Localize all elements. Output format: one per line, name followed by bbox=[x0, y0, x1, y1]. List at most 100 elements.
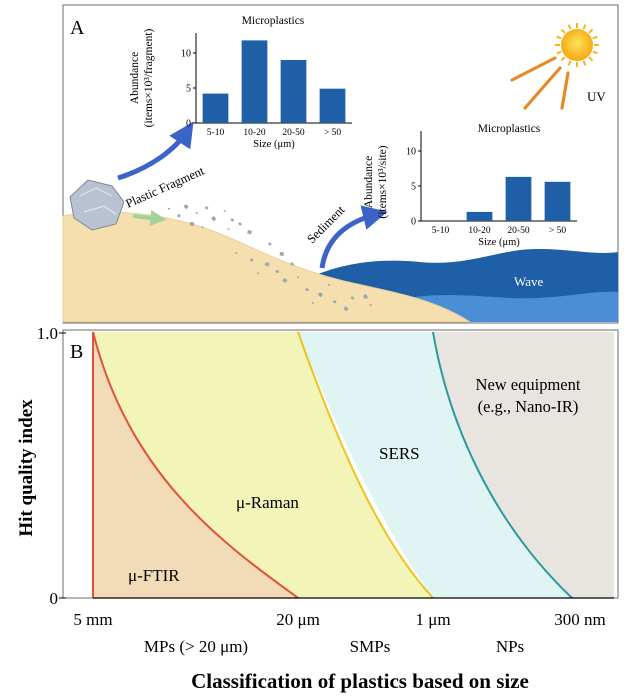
ftir-boundary-line bbox=[92, 331, 299, 599]
particle bbox=[204, 205, 209, 210]
label-sers: SERS bbox=[379, 444, 420, 463]
inset-x-tick-label: 5-10 bbox=[432, 226, 450, 236]
particle bbox=[275, 270, 279, 273]
inset-y-axis-label: Abundance bbox=[129, 52, 141, 104]
sun-icon bbox=[555, 23, 599, 67]
x-tick-20um: 20 μm bbox=[276, 610, 320, 629]
particle bbox=[256, 272, 260, 275]
particle bbox=[227, 228, 230, 231]
particle bbox=[264, 262, 270, 267]
particle bbox=[223, 210, 226, 213]
inset-x-tick-label: 20-50 bbox=[507, 226, 529, 236]
plastic-fragment-icon bbox=[69, 179, 125, 231]
inset-y-tick-label: 0 bbox=[186, 119, 191, 130]
inset-y-axis-label-units: (items×10³/site) bbox=[377, 145, 389, 218]
particle bbox=[177, 214, 181, 218]
particle bbox=[279, 252, 284, 256]
particle bbox=[183, 204, 189, 210]
particle bbox=[282, 278, 288, 284]
inset-bar bbox=[280, 60, 307, 123]
particle bbox=[230, 217, 235, 222]
fragment-texture bbox=[79, 187, 117, 215]
particle bbox=[201, 226, 204, 229]
particle bbox=[268, 242, 272, 246]
x-tick-300nm: 300 nm bbox=[554, 610, 605, 629]
sand-beach bbox=[62, 211, 472, 323]
inset-bar bbox=[505, 176, 532, 221]
inset-y-axis-label-units: (items×10³/fragment) bbox=[143, 28, 155, 127]
label-new-equipment: New equipment bbox=[476, 375, 581, 394]
inset-chart-fragment: 0 5 10 5-10 10-20 20-50 > 50 Size (μm) Microplas… bbox=[129, 15, 352, 150]
inset-y-tick-label: 5 bbox=[186, 84, 191, 95]
inset-y-tick-label: 10 bbox=[181, 49, 191, 60]
x-tick-1um: 1 μm bbox=[415, 610, 450, 629]
particle bbox=[350, 295, 355, 300]
category-mps: MPs (> 20 μm) bbox=[144, 637, 248, 656]
inset-bar bbox=[241, 40, 268, 123]
particle bbox=[189, 222, 194, 226]
inset-x-tick-label: 10-20 bbox=[468, 226, 490, 236]
particle bbox=[247, 230, 252, 235]
panel-a: A Plastic Fragment Sediment Wave UV 0510… bbox=[62, 4, 619, 324]
region-sers bbox=[298, 332, 572, 598]
particles bbox=[168, 204, 372, 312]
sers-boundary-line bbox=[432, 331, 573, 599]
inset-title: Microplastics bbox=[478, 123, 541, 135]
raman-boundary-line bbox=[297, 331, 434, 599]
particle bbox=[311, 302, 314, 304]
label-raman: μ-Raman bbox=[236, 493, 299, 512]
inset-y-tick-label: 5 bbox=[411, 182, 416, 193]
fragment-arrow-icon bbox=[117, 121, 194, 181]
region-raman bbox=[93, 332, 433, 598]
inset-y-tick-label: 0 bbox=[411, 217, 416, 228]
uv-rays-icon bbox=[510, 56, 570, 110]
category-smps: SMPs bbox=[350, 637, 391, 656]
inset-x-axis-label: Size (μm) bbox=[253, 139, 295, 150]
inset-y-axis-label: Abundance bbox=[363, 156, 375, 208]
inset-bar bbox=[544, 181, 571, 221]
particle bbox=[249, 258, 254, 262]
inset-x-tick-label: 5-10 bbox=[207, 128, 225, 138]
particle bbox=[195, 212, 198, 214]
region-ftir bbox=[93, 332, 298, 598]
panel-a-label: A bbox=[70, 17, 85, 39]
inset-bar bbox=[466, 211, 493, 221]
particle bbox=[168, 208, 170, 210]
wave-label: Wave bbox=[514, 274, 543, 289]
inset-x-tick-label: > 50 bbox=[549, 226, 566, 236]
particle bbox=[327, 284, 330, 286]
green-arrow-icon bbox=[132, 209, 167, 226]
particle bbox=[332, 300, 337, 304]
label-ftir: μ-FTIR bbox=[128, 566, 180, 585]
particle bbox=[238, 222, 242, 226]
inset-bar bbox=[202, 93, 229, 123]
label-new-equipment-example: (e.g., Nano-IR) bbox=[478, 397, 579, 416]
particle bbox=[317, 292, 324, 298]
particle bbox=[296, 276, 300, 279]
x-tick-5mm: 5 mm bbox=[73, 610, 112, 629]
y-tick-top: 1.0 bbox=[37, 324, 58, 343]
category-nps: NPs bbox=[496, 637, 524, 656]
inset-x-tick-label: 20-50 bbox=[282, 128, 304, 138]
panel-b: B μ-FTIR μ-Raman SERS New equipment (e.g… bbox=[16, 324, 619, 693]
particle bbox=[305, 288, 309, 292]
panel-b-label: B bbox=[70, 341, 83, 363]
particle bbox=[235, 252, 238, 255]
particle bbox=[290, 262, 295, 266]
uv-label: UV bbox=[587, 89, 606, 104]
particle bbox=[343, 306, 349, 312]
y-axis-label: Hit quality index bbox=[16, 399, 37, 537]
x-axis-label: Classification of plastics based on size bbox=[191, 669, 529, 693]
inset-x-tick-label: > 50 bbox=[324, 128, 341, 138]
particle bbox=[369, 304, 372, 307]
particle bbox=[211, 216, 217, 222]
particle bbox=[363, 294, 369, 300]
inset-y-tick-label: 10 bbox=[406, 147, 416, 158]
y-tick-bottom: 0 bbox=[50, 589, 59, 608]
inset-bar bbox=[319, 88, 346, 123]
inset-x-tick-label: 10-20 bbox=[243, 128, 265, 138]
inset-chart-sediment: 0 5 10 5-10 10-20 20-50 > 50 Size (μm) Microplas… bbox=[363, 123, 577, 248]
inset-title: Microplastics bbox=[242, 15, 305, 27]
